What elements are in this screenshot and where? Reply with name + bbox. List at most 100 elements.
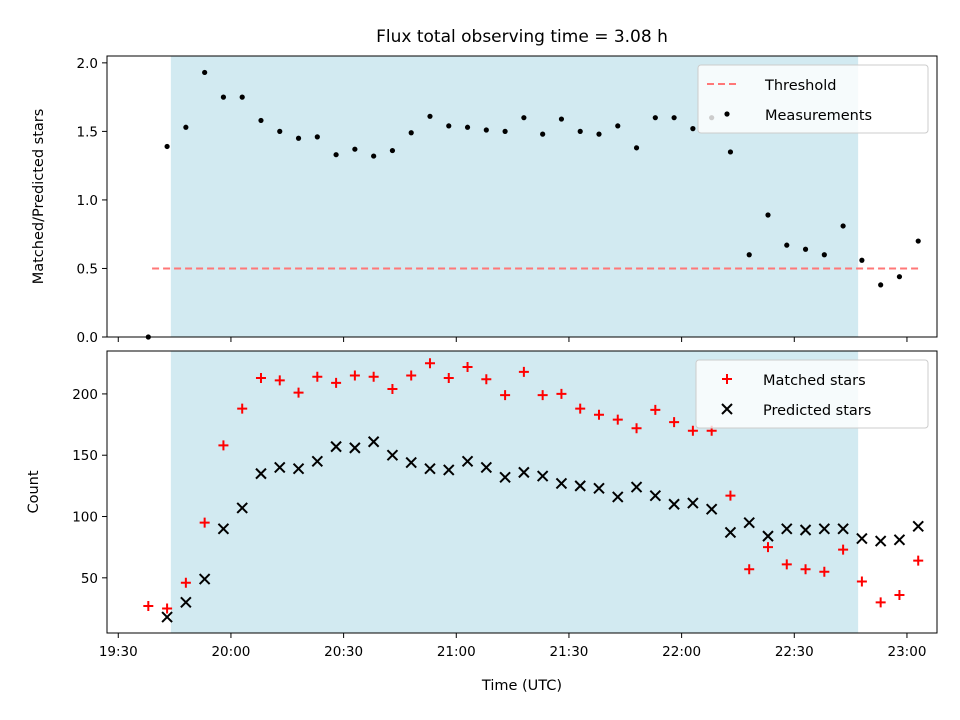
- matched-star-point: [838, 544, 849, 555]
- legend-matched-swatch: [722, 374, 732, 384]
- y-tick-label: 50: [81, 571, 98, 587]
- measurement-point: [896, 274, 903, 280]
- legend-predicted-label: Predicted stars: [763, 403, 871, 419]
- predicted-star-point: [668, 498, 680, 510]
- matched-star-point: [575, 403, 586, 414]
- matched-star-point: [481, 374, 492, 385]
- y-tick-label: 0.0: [77, 330, 98, 346]
- predicted-star-point: [687, 497, 699, 509]
- measurement-point: [615, 123, 621, 129]
- matched-star-point: [537, 390, 548, 401]
- count-legend: Matched stars Predicted stars: [695, 359, 929, 429]
- matched-star-point: [443, 372, 454, 383]
- x-tick-label: 20:00: [211, 644, 250, 660]
- matched-star-point: [312, 371, 323, 382]
- predicted-star-point: [424, 462, 436, 475]
- matched-star-point: [368, 371, 379, 382]
- x-axis-label: Time (UTC): [481, 678, 562, 694]
- measurement-point: [746, 252, 752, 258]
- matched-star-point: [631, 423, 642, 434]
- legend-matched-label: Matched stars: [763, 373, 866, 389]
- measurement-point: [427, 113, 433, 119]
- measurements-series: [145, 69, 921, 340]
- measurement-point: [239, 94, 245, 100]
- predicted-star-point: [180, 596, 192, 609]
- chart-title: Flux total observing time = 3.08 h: [376, 27, 668, 47]
- measurement-point: [164, 143, 170, 150]
- predicted-star-point: [443, 464, 455, 476]
- matched-star-point: [819, 566, 830, 577]
- measurement-point: [821, 252, 827, 258]
- matched-star-point: [650, 404, 661, 415]
- measurement-point: [784, 242, 790, 248]
- measurement-point: [202, 69, 208, 76]
- legend-box: [695, 359, 929, 429]
- matched-star-point: [913, 555, 924, 566]
- matched-star-point: [180, 577, 191, 588]
- matched-star-point: [162, 603, 173, 614]
- measurement-point: [671, 115, 677, 121]
- measurement-point: [878, 282, 884, 288]
- measurement-point: [915, 238, 921, 244]
- matched-star-point: [744, 564, 755, 575]
- measurement-point: [727, 149, 734, 155]
- y-tick-label: 200: [72, 387, 98, 403]
- predicted-star-point: [292, 462, 305, 475]
- measurement-point: [333, 152, 339, 158]
- measurement-point: [540, 131, 546, 137]
- matched-star-point: [856, 576, 867, 587]
- x-tick-label: 22:00: [662, 644, 701, 660]
- measurement-point: [352, 146, 358, 152]
- measurement-point: [840, 223, 846, 229]
- matched-star-point: [725, 490, 736, 501]
- measurement-point: [408, 130, 414, 136]
- measurement-point: [596, 131, 602, 137]
- legend-predicted-swatch: [721, 403, 733, 415]
- matched-star-point: [593, 409, 604, 420]
- predicted-star-point: [198, 573, 211, 585]
- measurement-point: [258, 117, 264, 124]
- measurement-point: [859, 257, 865, 263]
- legend-measurements-swatch: [724, 111, 730, 117]
- predicted-star-point: [461, 455, 474, 468]
- count-y-axis-label: Count: [26, 470, 42, 513]
- matched-star-point: [612, 414, 623, 425]
- matched-star-point: [518, 366, 529, 377]
- matched-star-point: [406, 370, 417, 381]
- matched-star-point: [894, 589, 905, 600]
- x-tick-label: 19:30: [99, 644, 138, 660]
- matched-star-point: [462, 361, 473, 372]
- predicted-star-point: [612, 491, 624, 503]
- predicted-star-point: [518, 466, 530, 479]
- count-panel-frame: [106, 350, 938, 634]
- predicted-star-point: [311, 455, 324, 468]
- predicted-star-point: [743, 516, 755, 529]
- x-tick-label: 23:00: [888, 644, 927, 660]
- measurement-point: [314, 134, 320, 140]
- legend-measurements-label: Measurements: [765, 108, 872, 124]
- matched-star-point: [556, 388, 567, 399]
- matched-star-point: [349, 370, 360, 381]
- matched-star-point: [143, 601, 154, 612]
- matched-star-point: [800, 564, 811, 575]
- ratio-panel-frame: [106, 55, 938, 338]
- measurement-point: [765, 212, 771, 218]
- predicted-star-point: [856, 532, 868, 545]
- predicted-star-point: [274, 461, 286, 474]
- matched-star-point: [255, 372, 266, 383]
- predicted-star-point: [236, 502, 248, 514]
- measurement-point: [220, 94, 227, 100]
- y-tick-label: 1.0: [77, 193, 98, 209]
- matched-star-point: [387, 384, 398, 395]
- measurement-point: [802, 246, 809, 252]
- predicted-star-point: [781, 523, 793, 535]
- predicted-star-point: [555, 477, 568, 490]
- ratio-y-axis-label: Matched/Predicted stars: [31, 109, 47, 285]
- measurement-point: [652, 115, 658, 121]
- predicted-star-point: [405, 456, 417, 469]
- matched-star-point: [274, 375, 285, 386]
- predicted-star-point: [349, 442, 361, 454]
- measurement-point: [464, 124, 471, 130]
- predicted-star-point: [593, 482, 605, 495]
